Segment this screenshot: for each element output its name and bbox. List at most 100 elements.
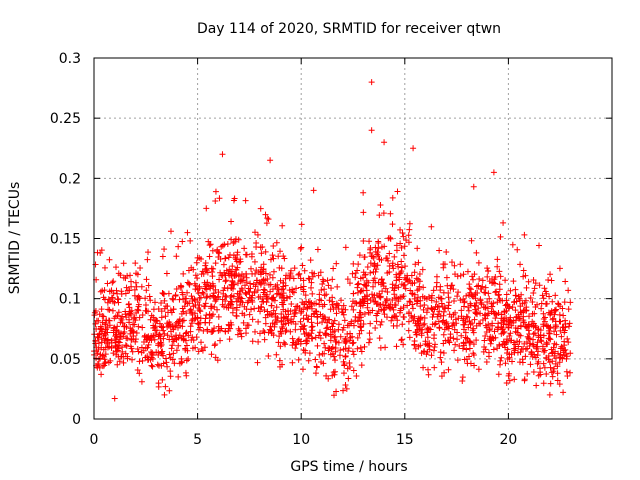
data-point [94,350,101,357]
data-point [462,319,469,326]
data-point [506,305,513,312]
data-point [533,345,540,352]
data-point [195,305,202,312]
data-point [161,297,168,304]
data-point [272,283,279,290]
data-point [400,252,407,259]
data-point [365,339,372,346]
data-point [234,264,241,271]
data-point [202,259,209,266]
data-point [465,307,472,314]
data-point [154,317,161,324]
data-point [212,341,219,348]
data-point [260,266,267,273]
data-point [483,359,490,366]
data-point [372,248,379,255]
data-point [168,309,175,316]
data-point [94,333,101,340]
data-point [565,323,572,330]
data-point [440,264,447,271]
axis-ticks [93,57,612,420]
data-point [161,291,168,298]
data-point [442,337,449,344]
data-point [286,293,293,300]
data-point [344,331,351,338]
data-point [135,301,142,308]
data-point [332,345,339,351]
data-point [511,347,518,354]
data-point [496,342,503,349]
data-point [172,292,179,299]
data-point [109,307,116,314]
data-point [180,270,187,277]
data-point [431,344,438,351]
data-point [511,299,517,306]
data-point [367,320,374,327]
data-point [540,315,547,322]
data-point [292,309,299,316]
data-point [352,270,359,277]
data-point [116,358,123,365]
data-point [350,290,357,297]
data-point [341,361,348,368]
data-point [361,310,368,317]
data-point [501,309,508,316]
data-point [492,289,499,296]
data-point [557,345,564,352]
data-point [375,245,382,252]
data-point [507,337,514,344]
data-point [219,301,226,308]
data-point [512,341,519,348]
data-point [488,308,495,315]
data-point [567,369,574,376]
data-point [274,315,281,322]
y-tick-label: 0 [72,412,81,428]
data-point [114,312,121,319]
data-point [98,371,105,378]
data-point [375,279,382,286]
data-point [198,339,205,346]
data-point [431,321,438,328]
data-point [436,308,443,315]
y-tick-label: 0.15 [50,232,81,248]
data-point [360,269,367,276]
data-point [234,249,241,256]
data-point [99,319,106,326]
data-point [104,329,111,336]
data-point [278,330,285,337]
data-point [419,266,426,273]
data-point [271,323,278,330]
data-point [295,356,302,363]
data-point [482,311,489,318]
data-point [333,388,340,395]
data-point [467,360,474,367]
data-point [231,195,238,202]
data-point [538,305,545,312]
data-point [310,187,317,194]
data-point [314,246,321,253]
data-point [390,265,397,272]
data-point [217,269,224,276]
data-point [350,339,357,346]
data-point [467,286,474,293]
data-point [276,357,283,364]
x-tick-label: 20 [499,432,517,448]
data-point [270,307,277,314]
data-point [210,292,217,299]
data-point [509,358,516,365]
data-point [333,260,340,267]
data-point [425,342,432,349]
data-point [326,316,333,323]
data-point [533,382,540,389]
data-point [269,252,276,259]
data-point [458,313,465,320]
data-point [183,357,190,364]
data-point [317,269,324,276]
data-point [524,345,531,352]
data-point [200,290,207,297]
data-point [411,291,418,298]
data-point [437,287,444,294]
data-point [262,248,269,255]
data-point [270,268,277,275]
data-point [188,264,195,271]
